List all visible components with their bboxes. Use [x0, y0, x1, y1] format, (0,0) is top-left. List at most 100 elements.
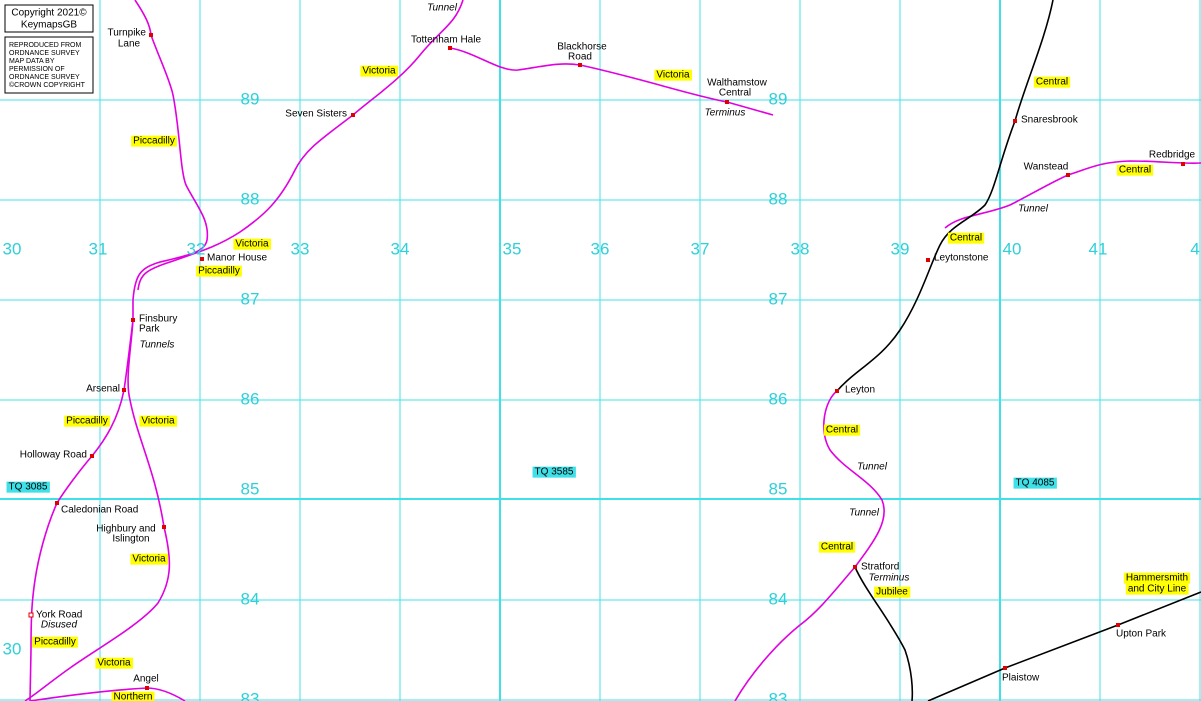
- line-label-bg: [233, 238, 272, 250]
- line-label: Piccadilly: [198, 266, 240, 277]
- station-marker: [90, 454, 94, 458]
- line-label-bg: [1116, 164, 1154, 176]
- line-label: Northern: [114, 692, 153, 701]
- northing-label: 87: [769, 289, 788, 308]
- station-marker: [926, 258, 930, 262]
- northing-label: 84: [769, 589, 788, 608]
- victoria-line: [24, 319, 171, 701]
- line-label: Central: [821, 542, 853, 553]
- line-label-bg: [947, 232, 985, 244]
- easting-label: 31: [89, 239, 108, 258]
- station-marker: [200, 257, 204, 261]
- station-marker: [149, 33, 153, 37]
- northing-label: 87: [241, 289, 260, 308]
- copyright-text: Copyright 2021©: [11, 8, 87, 19]
- line-label: Central: [826, 425, 858, 436]
- line-label-bg: [360, 65, 399, 77]
- line-label-bg: [111, 691, 155, 701]
- line-label: and City Line: [1128, 584, 1187, 595]
- map-note: Terminus: [869, 573, 910, 584]
- line-label: Victoria: [132, 554, 166, 565]
- easting-label: 41: [1089, 239, 1108, 258]
- station-name: Caledonian Road: [61, 505, 138, 516]
- station-name: Park: [139, 324, 161, 335]
- station-marker: [853, 565, 857, 569]
- station-name: Lane: [118, 39, 141, 50]
- line-label-bg: [823, 424, 861, 436]
- easting-label: 36: [591, 239, 610, 258]
- easting-label: 39: [891, 239, 910, 258]
- line-label-bg: [95, 657, 134, 669]
- line-label: Victoria: [235, 239, 269, 250]
- line-label: Piccadilly: [66, 416, 108, 427]
- station-name: Plaistow: [1002, 673, 1040, 684]
- line-label: Victoria: [141, 416, 175, 427]
- notice-text: PERMISSION OF: [9, 66, 65, 73]
- northing-label: 88: [241, 189, 260, 208]
- station-marker: [55, 501, 59, 505]
- northing-label: 86: [241, 389, 260, 408]
- line-label: Central: [1119, 165, 1151, 176]
- station-marker: [1181, 162, 1185, 166]
- central-line: [944, 160, 1201, 229]
- station-name: Islington: [112, 534, 149, 545]
- easting-label: 4: [1190, 239, 1199, 258]
- station-marker: [448, 46, 452, 50]
- line-label: Victoria: [362, 66, 396, 77]
- station-name: Tottenham Hale: [411, 35, 481, 46]
- line-label-bg: [32, 636, 78, 648]
- station-markers: [28, 33, 1185, 690]
- map-note: Tunnel: [857, 462, 888, 473]
- piccadilly-line: [29, 0, 209, 701]
- station-name: Manor House: [207, 253, 267, 264]
- easting-label: 34: [391, 239, 410, 258]
- notice-text: ORDNANCE SURVEY: [9, 50, 80, 57]
- line-label-bg: [874, 586, 911, 598]
- grid-square-label: TQ 4085: [1016, 478, 1055, 489]
- northing-label: 85: [769, 479, 788, 498]
- station-name: Central: [719, 88, 751, 99]
- station-name: Seven Sisters: [285, 109, 347, 120]
- station-marker: [1066, 173, 1070, 177]
- northing-label: 89: [769, 89, 788, 108]
- station-marker: [1003, 666, 1007, 670]
- easting-label: 40: [1003, 239, 1022, 258]
- northing-label: 83: [241, 689, 260, 701]
- station-name: Leytonstone: [934, 253, 989, 264]
- station-name: Upton Park: [1116, 629, 1167, 640]
- station-name: Finsbury: [139, 314, 177, 325]
- map-note: Tunnel: [427, 3, 458, 14]
- rail-lines: [24, 0, 1201, 701]
- station-name: Blackhorse: [557, 42, 607, 53]
- victoria-line: [449, 47, 774, 116]
- line-label-bg: [139, 415, 178, 427]
- station-marker: [162, 525, 166, 529]
- line-label: Jubilee: [876, 587, 908, 598]
- central-line: [836, 0, 1054, 392]
- northing-label: 88: [769, 189, 788, 208]
- easting-label: 30: [3, 239, 22, 258]
- station-name: Angel: [133, 674, 159, 685]
- map-note: Disused: [41, 620, 78, 631]
- district-line: [927, 591, 1201, 701]
- grid-square-label: TQ 3085: [9, 482, 48, 493]
- line-label: Central: [1036, 77, 1068, 88]
- map-note: Terminus: [705, 108, 746, 119]
- map-note: Tunnel: [849, 508, 880, 519]
- northern-line: [29, 687, 186, 701]
- station-name: Redbridge: [1149, 150, 1196, 161]
- station-name: Road: [568, 52, 592, 63]
- station-marker: [578, 63, 582, 67]
- station-marker: [1116, 623, 1120, 627]
- line-label-bg: [130, 553, 169, 565]
- station-marker: [145, 686, 149, 690]
- line-label: Piccadilly: [133, 136, 175, 147]
- map-note: Tunnel: [1018, 204, 1049, 215]
- notice-box: [4, 36, 94, 94]
- copyright-text: KeymapsGB: [21, 20, 77, 31]
- line-label-bg: [1123, 572, 1191, 584]
